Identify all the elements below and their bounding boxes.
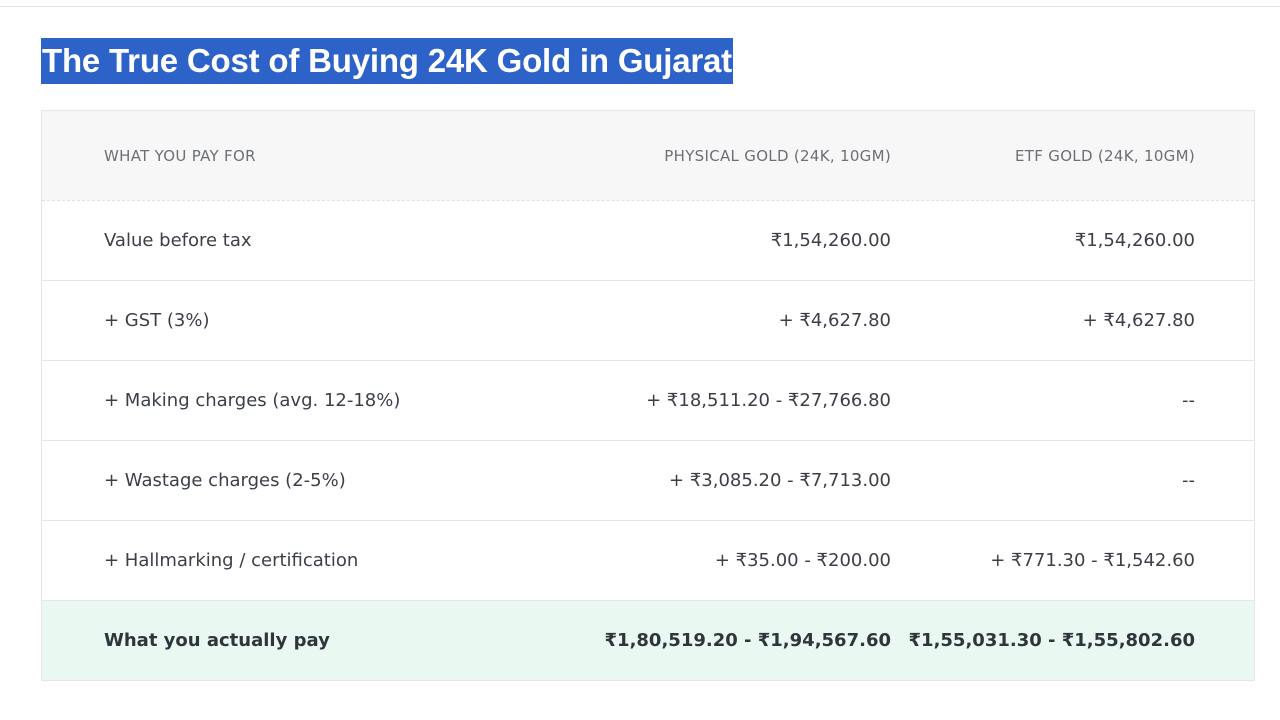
header-physical-gold: PHYSICAL GOLD (24K, 10GM) [664,146,891,165]
physical-value: + ₹4,627.80 [778,310,891,331]
row-label: + Hallmarking / certification [104,550,359,571]
table-row: + Wastage charges (2-5%) + ₹3,085.20 - ₹… [42,440,1254,520]
total-etf-value: ₹1,55,031.30 - ₹1,55,802.60 [908,630,1195,651]
etf-value: + ₹4,627.80 [1082,310,1195,331]
etf-value: -- [1182,470,1195,491]
physical-value: + ₹3,085.20 - ₹7,713.00 [669,470,891,491]
total-label: What you actually pay [104,630,330,651]
physical-value: ₹1,54,260.00 [770,230,891,251]
table-row: Value before tax ₹1,54,260.00 ₹1,54,260.… [42,200,1254,280]
header-etf-gold: ETF GOLD (24K, 10GM) [1015,146,1195,165]
physical-value: + ₹35.00 - ₹200.00 [714,550,891,571]
total-physical-value: ₹1,80,519.20 - ₹1,94,567.60 [604,630,891,651]
table-row: + Making charges (avg. 12-18%) + ₹18,511… [42,360,1254,440]
etf-value: ₹1,54,260.00 [1074,230,1195,251]
table-header-row: WHAT YOU PAY FOR PHYSICAL GOLD (24K, 10G… [42,111,1254,200]
total-row: What you actually pay ₹1,80,519.20 - ₹1,… [42,600,1254,680]
top-divider [0,6,1280,7]
physical-value: + ₹18,511.20 - ₹27,766.80 [646,390,891,411]
etf-value: + ₹771.30 - ₹1,542.60 [990,550,1195,571]
row-label: + Wastage charges (2-5%) [104,470,346,491]
page-title: The True Cost of Buying 24K Gold in Guja… [41,38,733,84]
table-row: + Hallmarking / certification + ₹35.00 -… [42,520,1254,600]
cost-comparison-table: WHAT YOU PAY FOR PHYSICAL GOLD (24K, 10G… [41,110,1255,681]
row-label: + Making charges (avg. 12-18%) [104,390,401,411]
etf-value: -- [1182,390,1195,411]
row-label: + GST (3%) [104,310,210,331]
row-label: Value before tax [104,230,252,251]
table-row: + GST (3%) + ₹4,627.80 + ₹4,627.80 [42,280,1254,360]
header-what-you-pay-for: WHAT YOU PAY FOR [104,146,256,165]
